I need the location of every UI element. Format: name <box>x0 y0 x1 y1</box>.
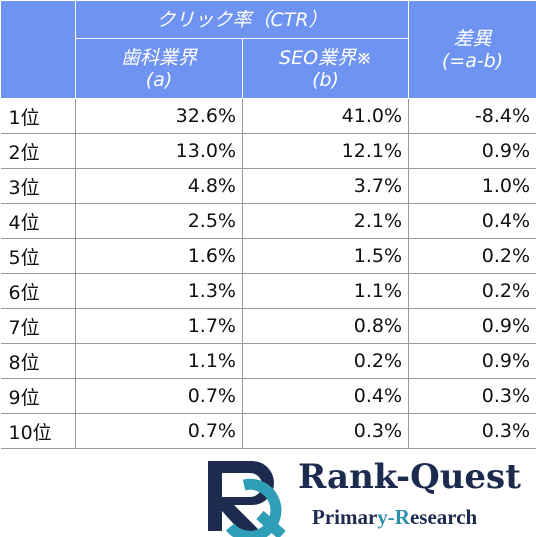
value-cell: 13.0% <box>75 133 243 169</box>
rank-cell: 1位 <box>0 98 76 134</box>
tag-part: y-R <box>377 505 410 529</box>
value-cell: 0.4% <box>408 203 536 239</box>
value-cell: 1.1% <box>242 273 410 309</box>
logo-name: Rank-Quest <box>298 457 521 497</box>
value-cell: 0.3% <box>408 378 536 414</box>
value-cell: 0.4% <box>242 378 410 414</box>
value-cell: 4.8% <box>75 168 243 204</box>
rank-cell: 3位 <box>0 168 76 204</box>
value-cell: 12.1% <box>242 133 410 169</box>
value-cell: 41.0% <box>242 98 410 134</box>
value-cell: 0.3% <box>242 413 410 449</box>
value-cell: 3.7% <box>242 168 410 204</box>
header-line: SEO業界※ <box>279 46 372 69</box>
header-col: 差異 (=a-b) <box>408 0 536 99</box>
rank-cell: 6位 <box>0 273 76 309</box>
value-cell: 0.2% <box>242 343 410 379</box>
value-cell: 0.2% <box>408 273 536 309</box>
logo-icon <box>208 461 286 537</box>
rank-cell: 2位 <box>0 133 76 169</box>
row: 5位 1.6% 1.5% 0.2% <box>0 238 536 274</box>
ctr-table: クリック率（CTR） 差異 (=a-b) 歯科業界 (a) SEO業界※ (b) 1位… <box>0 0 536 449</box>
header-line: (b) <box>312 68 339 91</box>
rank-cell: 8位 <box>0 343 76 379</box>
rank-cell: 7位 <box>0 308 76 344</box>
header-col: SEO業界※ (b) <box>241 38 410 99</box>
value-cell: 0.7% <box>75 378 243 414</box>
row: 10位 0.7% 0.3% 0.3% <box>0 413 536 449</box>
rank-cell: 9位 <box>0 378 76 414</box>
row: 6位 1.3% 1.1% 0.2% <box>0 273 536 309</box>
table-body: 1位 32.6% 41.0% -8.4% 2位 13.0% 12.1% 0.9% 3位 4.8% 3… <box>0 98 536 449</box>
rank-cell: 5位 <box>0 238 76 274</box>
value-cell: 1.0% <box>408 168 536 204</box>
row: 2位 13.0% 12.1% 0.9% <box>0 133 536 169</box>
value-cell: 2.1% <box>242 203 410 239</box>
header-col: 歯科業界 (a) <box>75 38 243 99</box>
row: 3位 4.8% 3.7% 1.0% <box>0 168 536 204</box>
header-title: クリック率（CTR） <box>74 0 410 39</box>
value-cell: 0.2% <box>408 238 536 274</box>
value-cell: 1.5% <box>242 238 410 274</box>
rank-cell: 4位 <box>0 203 76 239</box>
value-cell: -8.4% <box>408 98 536 134</box>
value-cell: 0.9% <box>408 308 536 344</box>
rank-cell: 10位 <box>0 413 76 449</box>
value-cell: 0.7% <box>75 413 243 449</box>
header-line: 歯科業界 <box>120 46 197 69</box>
row: 9位 0.7% 0.4% 0.3% <box>0 378 536 414</box>
row: 8位 1.1% 0.2% 0.9% <box>0 343 536 379</box>
row: 1位 32.6% 41.0% -8.4% <box>0 98 536 134</box>
logo-tagline: Primary-Research <box>312 505 477 530</box>
value-cell: 1.1% <box>75 343 243 379</box>
header-line: 差異 <box>453 27 492 50</box>
value-cell: 1.7% <box>75 308 243 344</box>
value-cell: 32.6% <box>75 98 243 134</box>
header-line: (a) <box>145 68 173 91</box>
logo: Rank-Quest Primary-Research <box>200 455 536 537</box>
value-cell: 0.9% <box>408 343 536 379</box>
row: 4位 2.5% 2.1% 0.4% <box>0 203 536 239</box>
row: 7位 1.7% 0.8% 0.9% <box>0 308 536 344</box>
tag-part: Primar <box>312 505 378 529</box>
value-cell: 0.8% <box>242 308 410 344</box>
value-cell: 0.9% <box>408 133 536 169</box>
value-cell: 0.3% <box>408 413 536 449</box>
value-cell: 2.5% <box>75 203 243 239</box>
value-cell: 1.3% <box>75 273 243 309</box>
tag-part: esearch <box>409 505 478 529</box>
value-cell: 1.6% <box>75 238 243 274</box>
header-line: (=a-b) <box>441 49 504 72</box>
corner <box>0 0 76 99</box>
